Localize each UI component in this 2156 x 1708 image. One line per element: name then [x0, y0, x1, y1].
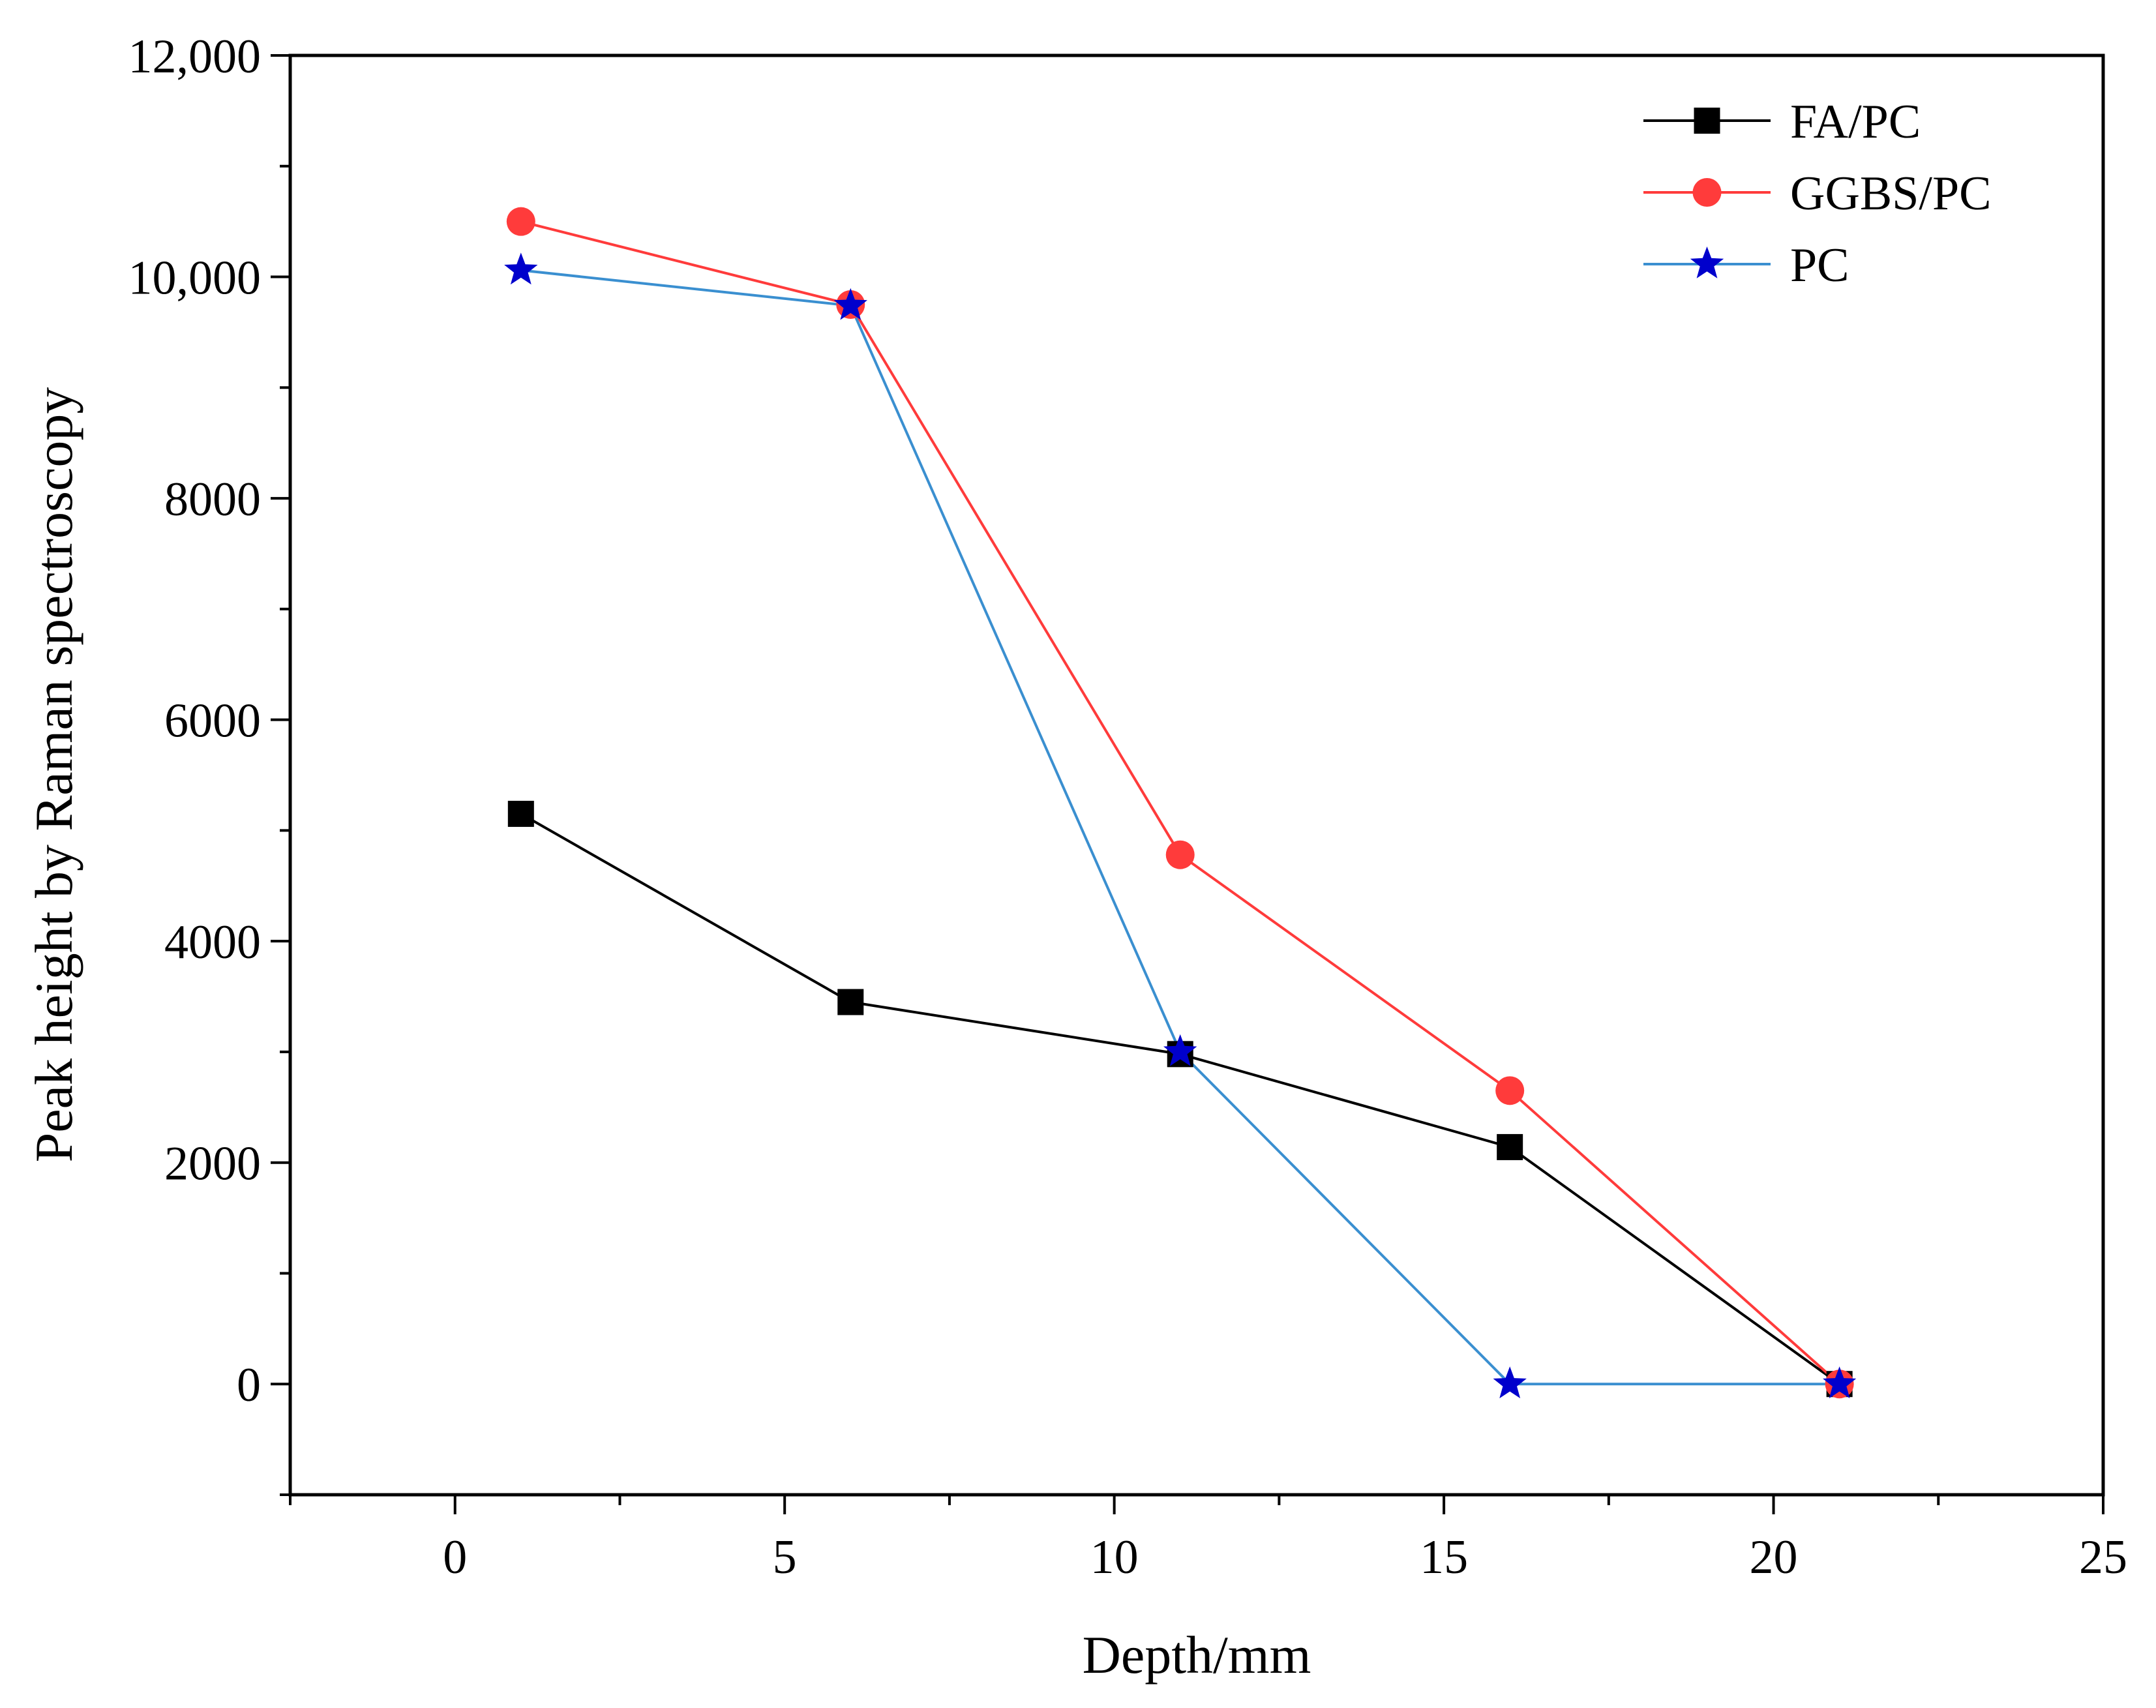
data-point-ggbs-pc	[506, 207, 535, 236]
y-tick-label: 10,000	[128, 252, 262, 305]
y-axis: 0 2000 4000 6000 8000 10,000 12,000	[128, 30, 290, 1496]
series-line-pc	[520, 269, 1840, 1386]
legend-marker-ggbs-pc	[1692, 178, 1722, 207]
x-tick-label: 0	[443, 1531, 467, 1584]
legend-marker-pc	[1690, 247, 1724, 278]
y-tick-label: 6000	[164, 695, 261, 748]
legend-marker-fa-pc	[1694, 108, 1720, 134]
legend-label-pc: PC	[1790, 239, 1849, 292]
series-lines	[520, 220, 1840, 1386]
series-line-ggbs-pc	[520, 220, 1840, 1385]
legend-label-fa-pc: FA/PC	[1790, 95, 1921, 149]
data-point-fa-pc	[837, 989, 864, 1015]
y-tick-label: 4000	[164, 916, 261, 969]
data-point-ggbs-pc	[1165, 840, 1195, 869]
y-tick-label: 8000	[164, 473, 261, 526]
data-point-pc	[504, 252, 538, 285]
y-tick-label: 2000	[164, 1137, 261, 1191]
legend: FA/PC GGBS/PC PC	[1643, 95, 1991, 292]
x-tick-label: 20	[1750, 1531, 1798, 1584]
data-point-pc	[833, 288, 867, 320]
data-point-pc	[1493, 1366, 1527, 1399]
data-point-pc	[1823, 1366, 1857, 1399]
x-tick-label: 10	[1090, 1531, 1139, 1584]
plot-frame	[288, 53, 2105, 1497]
y-tick-label: 12,000	[128, 30, 262, 83]
data-point-pc	[1163, 1034, 1197, 1066]
data-point-ggbs-pc	[1495, 1076, 1525, 1105]
series-markers	[504, 207, 1857, 1399]
y-tick-label: 0	[237, 1358, 261, 1412]
x-tick-label: 5	[773, 1531, 797, 1584]
legend-label-ggbs-pc: GGBS/PC	[1790, 167, 1991, 220]
x-axis-title: Depth/mm	[1083, 1625, 1311, 1685]
x-tick-label: 25	[2079, 1531, 2127, 1584]
y-axis-title: Peak height by Raman spectroscopy	[24, 387, 83, 1163]
series-line-fa-pc	[520, 813, 1840, 1385]
data-point-fa-pc	[507, 800, 534, 827]
data-point-fa-pc	[1497, 1133, 1523, 1160]
x-tick-label: 15	[1420, 1531, 1468, 1584]
x-axis: 0 5 10 15 20 25	[289, 1495, 2127, 1584]
